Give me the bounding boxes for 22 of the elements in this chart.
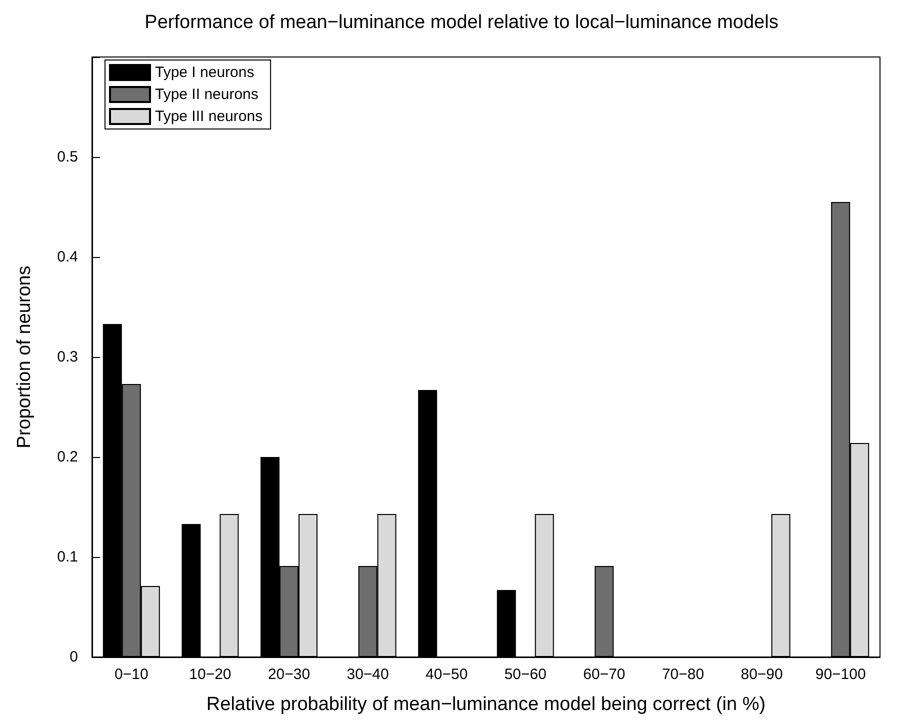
x-tick-label: 80−90 — [740, 666, 783, 683]
x-tick-label: 0−10 — [114, 666, 148, 683]
y-axis-title: Proportion of neurons — [14, 266, 35, 448]
x-tick-label: 30−40 — [346, 666, 389, 683]
x-tick-label: 60−70 — [583, 666, 626, 683]
x-tick-label: 10−20 — [189, 666, 232, 683]
x-tick-label: 90−100 — [815, 666, 866, 683]
y-tick-label: 0 — [70, 648, 78, 666]
x-tick-label: 50−60 — [504, 666, 546, 683]
legend-label: Type I neurons — [155, 64, 254, 81]
x-tick-label: 70−80 — [662, 666, 704, 683]
y-tick-label: 0.3 — [57, 348, 78, 366]
x-tick-label: 40−50 — [426, 666, 468, 683]
y-tick-label: 0.2 — [57, 448, 78, 466]
x-tick-label: 20−30 — [268, 666, 310, 683]
y-tick-label: 0.5 — [57, 148, 78, 166]
chart-title: Performance of mean−luminance model relative to local−luminance models — [144, 12, 778, 33]
legend-label: Type III neurons — [155, 108, 263, 125]
legend-label: Type II neurons — [155, 86, 258, 103]
y-tick-label: 0.1 — [57, 548, 78, 566]
x-axis-title: Relative probability of mean−luminance model being correct (in %) — [206, 694, 766, 715]
y-tick-label: 0.4 — [57, 248, 78, 266]
